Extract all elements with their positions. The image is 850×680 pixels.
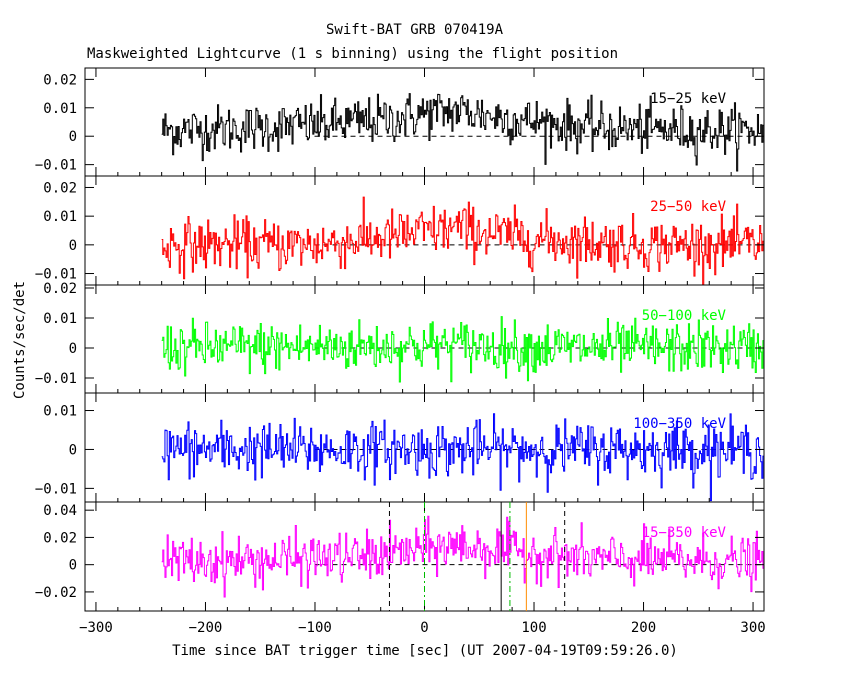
y-tick-label: 0.01 [43,101,77,117]
x-tick-label: 100 [521,620,546,636]
chart-subtitle: Maskweighted Lightcurve (1 s binning) us… [87,46,619,62]
y-tick-label: 0.04 [43,503,77,519]
y-tick-label: −0.02 [35,585,77,601]
band-label: 25−50 keV [650,199,726,215]
y-tick-label: 0.02 [43,180,77,196]
x-tick-label: 0 [420,620,428,636]
y-tick-label: 0.01 [43,404,77,420]
lightcurve-4 [161,515,765,598]
y-axis-label: Counts/sec/det [12,281,28,399]
band-label: 15−25 keV [650,91,726,107]
x-tick-label: −100 [298,620,332,636]
y-tick-label: 0.02 [43,72,77,88]
lightcurve-0 [161,93,765,172]
y-tick-label: −0.01 [35,371,77,387]
lightcurve-3 [161,413,765,502]
y-tick-label: −0.01 [35,267,77,283]
y-tick-label: 0.01 [43,209,77,225]
y-tick-label: 0.02 [43,281,77,297]
x-tick-label: 200 [631,620,656,636]
y-tick-label: 0 [69,341,77,357]
lightcurve-1 [161,196,765,286]
y-tick-label: 0 [69,238,77,254]
x-axis-label: Time since BAT trigger time [sec] (UT 20… [172,643,678,659]
y-tick-label: 0.02 [43,530,77,546]
x-tick-label: −200 [189,620,223,636]
y-tick-label: −0.01 [35,158,77,174]
y-tick-label: −0.01 [35,481,77,497]
x-tick-label: −300 [79,620,113,636]
y-tick-label: 0 [69,558,77,574]
chart-title: Swift-BAT GRB 070419A [326,22,504,38]
x-tick-label: 300 [740,620,765,636]
band-label: 100−350 keV [633,416,726,432]
band-label: 50−100 keV [642,308,727,324]
y-tick-label: 0.01 [43,311,77,327]
y-tick-label: 0 [69,442,77,458]
lightcurve-2 [161,316,765,383]
band-label: 15−350 keV [642,525,727,541]
y-tick-label: 0 [69,129,77,145]
